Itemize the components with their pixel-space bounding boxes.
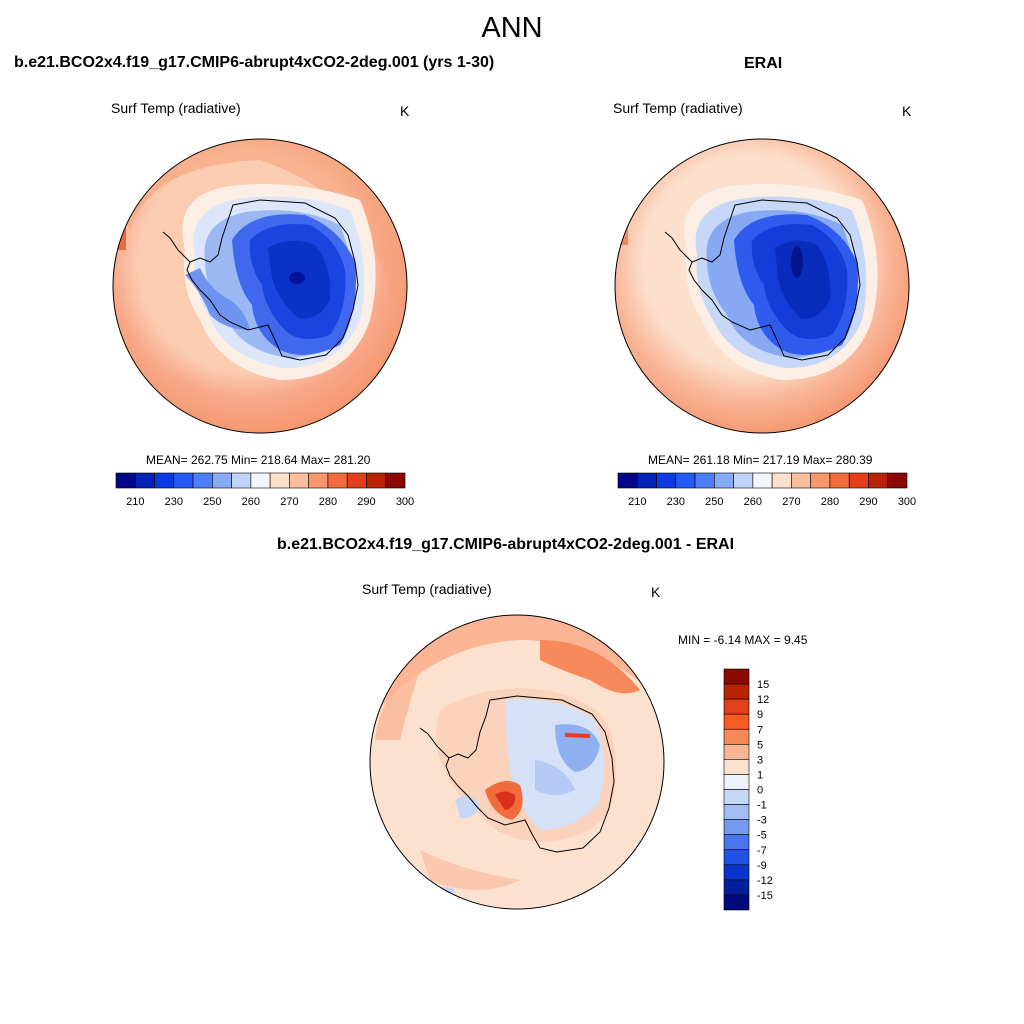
colorbar-obs: 210 230 250 260 270 280 290 300 <box>617 472 916 508</box>
colorbar-swatch <box>115 472 136 489</box>
map-obs <box>614 138 910 434</box>
colorbar-swatch <box>887 472 908 489</box>
colorbar-swatch <box>675 472 696 489</box>
colorbar-tick-label: -3 <box>757 815 767 827</box>
colorbar-tick-label: 270 <box>782 496 800 508</box>
colorbar-swatch <box>656 472 677 489</box>
colorbar-swatch <box>723 849 750 866</box>
colorbar-swatch <box>723 789 750 805</box>
colorbar-tick-label: 290 <box>357 496 375 508</box>
colorbar-tick-label: 3 <box>757 754 763 766</box>
colorbar-tick-label: 260 <box>744 496 762 508</box>
panel-title-obs: ERAI <box>744 55 783 72</box>
colorbar-tick-label: 0 <box>757 785 763 797</box>
colorbar-swatch <box>868 472 889 489</box>
colorbar-swatch <box>212 472 232 489</box>
colorbar-swatch <box>771 472 792 489</box>
colorbar-swatch <box>192 472 213 489</box>
colorbar-swatch <box>723 894 750 911</box>
colorbar-swatch <box>810 472 831 489</box>
colorbar-tick-label: 15 <box>757 679 769 691</box>
colorbar-tick-label: 230 <box>165 496 183 508</box>
colorbar-tick-label: 280 <box>319 496 337 508</box>
colorbar-swatch <box>723 698 750 715</box>
colorbar-swatch <box>723 683 750 700</box>
figure-title: ANN <box>481 12 543 44</box>
colorbar-tick-label: -1 <box>757 800 767 812</box>
stats-model: MEAN= 262.75 Min= 218.64 Max= 281.20 <box>146 453 371 467</box>
colorbar-tick-label: -12 <box>757 875 773 887</box>
colorbar-swatch <box>829 472 850 489</box>
colorbar-diff: 15 12 9 7 5 3 1 0 -1 -3 -5 -7 -9 -12 -15 <box>723 668 773 911</box>
colorbar-tick-label: 300 <box>396 496 414 508</box>
colorbar-swatch <box>694 472 715 489</box>
colorbar-swatch <box>346 472 367 489</box>
panel-title-diff: b.e21.BCO2x4.f19_g17.CMIP6-abrupt4xCO2-2… <box>277 536 735 553</box>
colorbar-swatch <box>723 744 750 760</box>
colorbar-swatch <box>154 472 175 489</box>
colorbar-swatch <box>723 804 750 820</box>
colorbar-tick-label: 280 <box>821 496 839 508</box>
colorbar-swatch <box>385 472 406 489</box>
stats-diff: MIN = -6.14 MAX = 9.45 <box>678 633 808 647</box>
variable-label-obs: Surf Temp (radiative) <box>613 100 743 116</box>
colorbar-tick-label: 250 <box>705 496 723 508</box>
colorbar-model: 210 230 250 260 270 280 290 300 <box>115 472 414 508</box>
colorbar-swatch <box>366 472 387 489</box>
colorbar-swatch <box>723 864 750 881</box>
colorbar-swatch <box>636 472 657 489</box>
colorbar-swatch <box>250 472 271 489</box>
colorbar-swatch <box>723 759 750 775</box>
colorbar-swatch <box>308 472 329 489</box>
colorbar-tick-label: 1 <box>757 769 763 781</box>
colorbar-swatch <box>723 668 750 685</box>
colorbar-swatch <box>723 774 750 790</box>
colorbar-swatch <box>173 472 194 489</box>
units-label-obs: K <box>902 103 912 119</box>
stats-obs: MEAN= 261.18 Min= 217.19 Max= 280.39 <box>648 453 873 467</box>
colorbar-tick-label: 290 <box>859 496 877 508</box>
colorbar-tick-label: -15 <box>757 890 773 902</box>
colorbar-swatch <box>752 472 773 489</box>
colorbar-swatch <box>791 472 811 489</box>
variable-label-diff: Surf Temp (radiative) <box>362 581 492 597</box>
colorbar-swatch <box>327 472 348 489</box>
colorbar-tick-label: 210 <box>126 496 144 508</box>
colorbar-tick-label: 260 <box>242 496 260 508</box>
colorbar-swatch <box>723 728 750 745</box>
map-model <box>112 138 408 434</box>
colorbar-tick-label: -7 <box>757 845 767 857</box>
colorbar-swatch <box>617 472 638 489</box>
colorbar-swatch <box>714 472 734 489</box>
colorbar-tick-label: 9 <box>757 709 763 721</box>
panel-title-model: b.e21.BCO2x4.f19_g17.CMIP6-abrupt4xCO2-2… <box>14 54 495 71</box>
colorbar-swatch <box>231 472 252 489</box>
variable-label-model: Surf Temp (radiative) <box>111 100 241 116</box>
colorbar-swatch <box>723 713 750 730</box>
colorbar-swatch <box>733 472 754 489</box>
map-diff <box>369 614 665 910</box>
colorbar-tick-label: -5 <box>757 830 767 842</box>
colorbar-tick-label: 300 <box>898 496 916 508</box>
colorbar-tick-label: 230 <box>667 496 685 508</box>
colorbar-tick-label: 250 <box>203 496 221 508</box>
colorbar-swatch <box>269 472 290 489</box>
colorbar-swatch <box>289 472 309 489</box>
colorbar-tick-label: 7 <box>757 724 763 736</box>
colorbar-swatch <box>848 472 869 489</box>
colorbar-tick-label: -9 <box>757 860 767 872</box>
colorbar-tick-label: 270 <box>280 496 298 508</box>
colorbar-swatch <box>723 819 750 835</box>
units-label-model: K <box>400 103 410 119</box>
colorbar-tick-label: 12 <box>757 694 769 706</box>
colorbar-swatch <box>723 879 750 896</box>
colorbar-tick-label: 5 <box>757 739 763 751</box>
units-label-diff: K <box>651 584 661 600</box>
colorbar-tick-label: 210 <box>628 496 646 508</box>
colorbar-swatch <box>723 834 750 851</box>
colorbar-swatch <box>134 472 155 489</box>
